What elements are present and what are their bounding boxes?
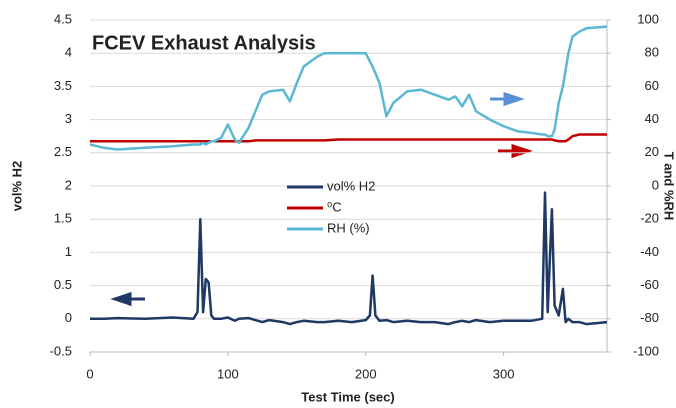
y2-tick-label: 20 bbox=[645, 144, 659, 159]
y-tick-label: 1.5 bbox=[54, 211, 72, 226]
y2-tick-label: 100 bbox=[637, 11, 659, 26]
y2-tick-label: 60 bbox=[645, 78, 659, 93]
chart-title: FCEV Exhaust Analysis bbox=[92, 32, 316, 54]
y-tick-label: 3 bbox=[65, 111, 72, 126]
arrow bbox=[110, 291, 145, 307]
y2-tick-label: -80 bbox=[640, 310, 659, 325]
arrows bbox=[110, 91, 533, 307]
x-axis-label: Test Time (sec) bbox=[301, 389, 394, 404]
y2-tick-label: -20 bbox=[640, 211, 659, 226]
x-tick-label: 200 bbox=[355, 366, 377, 381]
arrow bbox=[490, 91, 525, 107]
y2-tick-label: -40 bbox=[640, 244, 659, 259]
x-tick-label: 0 bbox=[86, 366, 93, 381]
legend-label: ⁰C bbox=[327, 199, 342, 214]
x-tick-label: 300 bbox=[493, 366, 515, 381]
y2-tick-label: 40 bbox=[645, 111, 659, 126]
y-axis-label: vol% H2 bbox=[9, 161, 24, 212]
x-tick-label: 100 bbox=[217, 366, 239, 381]
y-tick-label: 4.5 bbox=[54, 11, 72, 26]
series-line bbox=[89, 25, 608, 151]
y2-axis-label: T and %RH bbox=[662, 152, 676, 221]
y-tick-label: -0.5 bbox=[50, 343, 72, 358]
legend: vol% H2 ⁰C RH (%) bbox=[287, 178, 375, 235]
y2-tick-label: -60 bbox=[640, 277, 659, 292]
y2-tick-label: -100 bbox=[633, 343, 659, 358]
y-tick-label: 1 bbox=[65, 244, 72, 259]
legend-label: RH (%) bbox=[327, 220, 370, 235]
series-line bbox=[90, 133, 607, 143]
y-tick-label: 3.5 bbox=[54, 78, 72, 93]
y2-tick-label: 0 bbox=[652, 177, 659, 192]
series-line bbox=[90, 191, 608, 326]
legend-label: vol% H2 bbox=[327, 178, 375, 193]
y-tick-label: 4 bbox=[65, 45, 72, 60]
y-tick-label: 2.5 bbox=[54, 144, 72, 159]
y-tick-label: 0 bbox=[65, 310, 72, 325]
y-tick-label: 0.5 bbox=[54, 277, 72, 292]
arrow bbox=[498, 143, 533, 159]
y-tick-label: 2 bbox=[65, 177, 72, 192]
y2-tick-label: 80 bbox=[645, 45, 659, 60]
